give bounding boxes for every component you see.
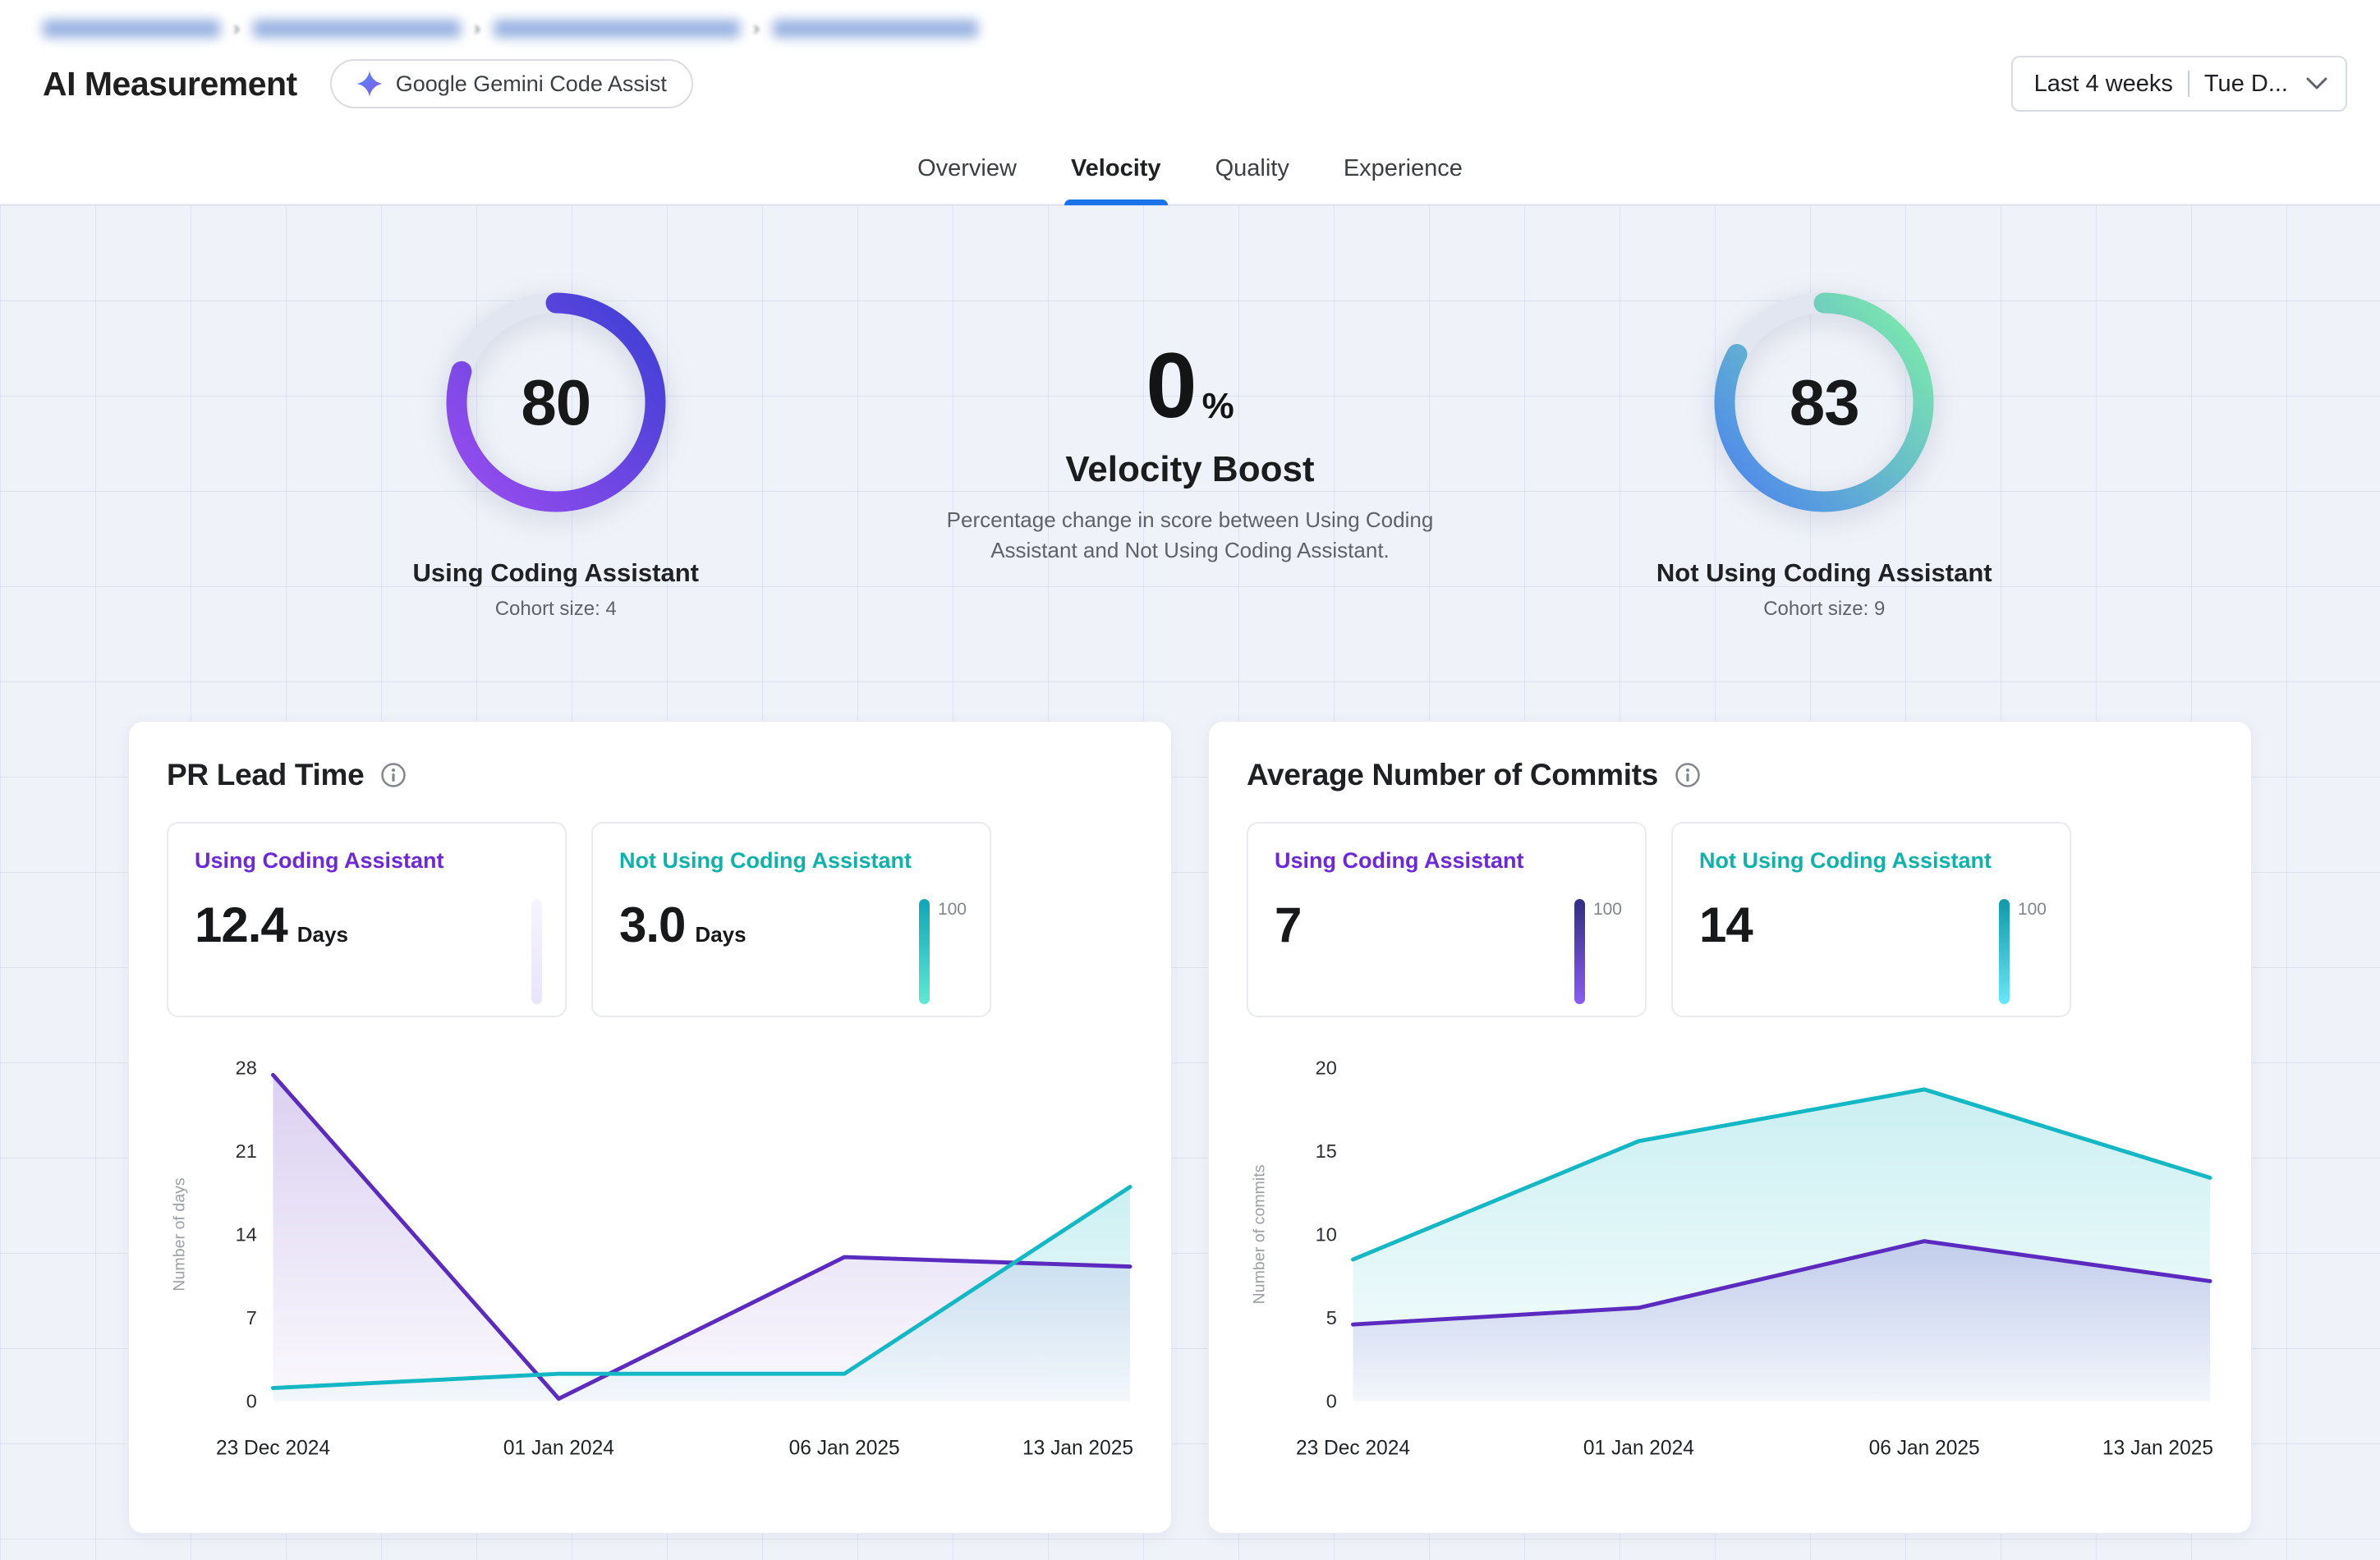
main-content: 80 Using Coding Assistant Cohort size: 4… xyxy=(0,205,2380,1560)
stat-value: 12.4 xyxy=(195,897,288,952)
boost-title: Velocity Boost xyxy=(1065,448,1315,489)
date-range-label: Last 4 weeks xyxy=(2033,70,2173,97)
metric-cards: PR Lead Time Using Coding Assistant 12.4… xyxy=(0,721,2380,1534)
average-commits-chart: 0 5 10 15 20 23 Dec 2024 01 Jan 2024 06 Jan 202… xyxy=(1247,1045,2213,1464)
svg-text:28: 28 xyxy=(236,1057,257,1078)
stat-not-using-coding-assistant: Not Using Coding Assistant 3.0 Days 100 xyxy=(591,822,991,1017)
score-label: Not Using Coding Assistant xyxy=(1656,558,1992,587)
stat-value: 14 xyxy=(1699,897,1753,952)
svg-text:23 Dec 2024: 23 Dec 2024 xyxy=(1296,1437,1410,1459)
stat-label: Not Using Coding Assistant xyxy=(1699,848,1992,873)
cohort-size: Cohort size: 9 xyxy=(1763,598,1886,620)
date-range-select[interactable]: Last 4 weeks Tue D... xyxy=(2010,56,2347,112)
page-title: AI Measurement xyxy=(43,64,297,103)
cohort-size: Cohort size: 4 xyxy=(494,598,617,620)
boost-value: 0 xyxy=(1146,334,1197,437)
boost-unit: % xyxy=(1201,386,1234,427)
gauge-not-using-coding-assistant: 83 xyxy=(1709,287,1939,517)
svg-text:5: 5 xyxy=(1326,1307,1337,1328)
stat-value: 7 xyxy=(1275,897,1302,952)
svg-text:14: 14 xyxy=(236,1223,257,1245)
mini-gauge: 100 xyxy=(918,899,967,1004)
boost-description: Percentage change in score between Using… xyxy=(946,507,1434,563)
stat-label: Using Coding Assistant xyxy=(1275,848,1524,873)
stat-label: Not Using Coding Assistant xyxy=(619,848,912,873)
svg-text:06 Jan 2025: 06 Jan 2025 xyxy=(1869,1437,1980,1459)
breadcrumb-item-redacted[interactable] xyxy=(253,20,461,38)
stat-unit: Days xyxy=(695,922,747,947)
card-title: PR Lead Time xyxy=(167,758,365,791)
score-value: 80 xyxy=(521,365,591,438)
tab-quality[interactable]: Quality xyxy=(1215,154,1289,181)
svg-text:20: 20 xyxy=(1316,1057,1337,1078)
svg-text:0: 0 xyxy=(1326,1390,1337,1411)
mini-gauge: 100 xyxy=(1574,899,1622,1004)
breadcrumb-item-redacted[interactable] xyxy=(43,20,220,38)
score-label: Using Coding Assistant xyxy=(412,558,699,587)
stat-unit: Days xyxy=(296,922,348,947)
mini-gauge-max: 100 xyxy=(2017,900,2047,919)
mini-gauge-max: 100 xyxy=(937,900,967,919)
gauge-using-coding-assistant: 80 xyxy=(441,287,671,517)
card-pr-lead-time: PR Lead Time Using Coding Assistant 12.4… xyxy=(128,721,1172,1534)
date-range-divider xyxy=(2187,71,2189,97)
svg-text:13 Jan 2025: 13 Jan 2025 xyxy=(2102,1437,2213,1459)
svg-text:06 Jan 2025: 06 Jan 2025 xyxy=(789,1437,900,1459)
page-header: › › › AI Measurement Google Gemini Code As… xyxy=(0,0,2380,133)
stat-using-coding-assistant: Using Coding Assistant 7 100 xyxy=(1247,822,1647,1017)
mini-gauge-bar xyxy=(531,899,542,1004)
tab-overview[interactable]: Overview xyxy=(917,154,1017,181)
svg-text:23 Dec 2024: 23 Dec 2024 xyxy=(216,1437,330,1459)
assistant-badge-label: Google Gemini Code Assist xyxy=(395,71,667,96)
velocity-boost: 0 % Velocity Boost Percentage change in … xyxy=(857,266,1522,621)
score-using-coding-assistant: 80 Using Coding Assistant Cohort size: 4 xyxy=(254,266,857,621)
svg-text:21: 21 xyxy=(236,1140,257,1162)
score-value: 83 xyxy=(1789,365,1860,438)
breadcrumb[interactable]: › › › xyxy=(43,13,2347,44)
svg-text:0: 0 xyxy=(246,1390,257,1411)
mini-gauge-bar xyxy=(1574,899,1585,1004)
tab-bar: Overview Velocity Quality Experience xyxy=(0,133,2380,205)
mini-gauge-bar xyxy=(918,899,930,1004)
card-average-number-of-commits: Average Number of Commits Using Coding A… xyxy=(1208,721,2252,1534)
svg-text:01 Jan 2024: 01 Jan 2024 xyxy=(1583,1437,1694,1459)
title-row: AI Measurement Google Gemini Code Assist… xyxy=(43,44,2347,133)
stat-value: 3.0 xyxy=(619,897,686,952)
mini-gauge xyxy=(531,899,542,1004)
tab-experience[interactable]: Experience xyxy=(1343,154,1463,181)
svg-text:Number of days: Number of days xyxy=(171,1177,189,1292)
assistant-badge: Google Gemini Code Assist xyxy=(329,59,693,108)
stat-using-coding-assistant: Using Coding Assistant 12.4 Days xyxy=(167,822,567,1017)
info-icon[interactable] xyxy=(380,762,407,788)
chevron-down-icon xyxy=(2306,77,2327,89)
mini-gauge-bar xyxy=(1998,899,2010,1004)
stat-not-using-coding-assistant: Not Using Coding Assistant 14 100 xyxy=(1671,822,2071,1017)
stat-label: Using Coding Assistant xyxy=(195,848,444,873)
svg-text:13 Jan 2025: 13 Jan 2025 xyxy=(1022,1437,1133,1459)
breadcrumb-item-redacted[interactable] xyxy=(494,20,740,38)
svg-text:7: 7 xyxy=(246,1307,257,1328)
svg-text:15: 15 xyxy=(1316,1140,1337,1162)
breadcrumb-item-redacted[interactable] xyxy=(773,20,978,38)
score-not-using-coding-assistant: 83 Not Using Coding Assistant Cohort siz… xyxy=(1523,266,2126,621)
svg-text:Number of commits: Number of commits xyxy=(1251,1164,1269,1304)
mini-gauge-max: 100 xyxy=(1592,900,1622,919)
card-title: Average Number of Commits xyxy=(1247,758,1659,791)
svg-text:10: 10 xyxy=(1316,1223,1337,1245)
tab-velocity[interactable]: Velocity xyxy=(1064,133,1168,205)
pr-lead-time-chart: 0 7 14 21 28 23 Dec 2024 01 Jan 2024 06 Jan 202… xyxy=(167,1045,1133,1464)
mini-gauge: 100 xyxy=(1998,899,2047,1004)
info-icon[interactable] xyxy=(1675,762,1701,788)
gemini-sparkle-icon xyxy=(356,71,383,97)
score-summary: 80 Using Coding Assistant Cohort size: 4… xyxy=(254,266,2126,621)
date-range-value: Tue D... xyxy=(2203,70,2288,97)
svg-text:01 Jan 2024: 01 Jan 2024 xyxy=(503,1437,614,1459)
